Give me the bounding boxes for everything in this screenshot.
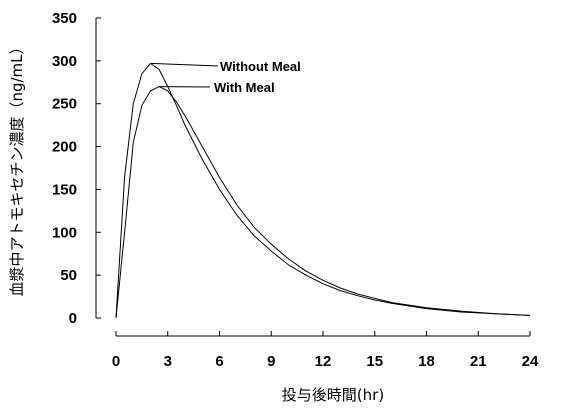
x-tick-label: 24 — [522, 353, 539, 370]
y-tick-label: 0 — [69, 310, 77, 327]
x-axis: 0 3 6 9 12 15 18 21 24 — [112, 331, 539, 370]
annotations: Without Meal With Meal — [150, 59, 301, 95]
series-lines — [115, 62, 531, 319]
series-line-without-meal — [115, 62, 531, 319]
y-tick-label: 150 — [52, 181, 77, 198]
x-tick-label: 21 — [470, 353, 487, 370]
x-tick-label: 9 — [267, 353, 275, 370]
y-axis: 0 50 100 150 200 250 300 350 — [52, 10, 101, 327]
x-tick-label: 18 — [418, 353, 435, 370]
x-tick-label: 0 — [112, 353, 120, 370]
x-tick-label: 6 — [215, 353, 223, 370]
y-tick-label: 200 — [52, 139, 77, 156]
y-tick-label: 100 — [52, 224, 77, 241]
x-tick-label: 15 — [366, 353, 383, 370]
annotation-leader-line — [150, 62, 219, 67]
annotation-label-without-meal: Without Meal — [220, 59, 301, 74]
annotation-label-with-meal: With Meal — [214, 80, 275, 95]
y-tick-label: 50 — [60, 267, 77, 284]
x-axis-title: 投与後時間(hr) — [282, 386, 384, 404]
y-tick-label: 300 — [52, 53, 77, 70]
x-tick-label: 3 — [164, 353, 172, 370]
y-tick-label: 250 — [52, 96, 77, 113]
x-tick-label: 12 — [315, 353, 332, 370]
series-line-with-meal — [115, 86, 531, 319]
y-tick-label: 350 — [52, 10, 77, 27]
y-axis-title: 血漿中アトモキセチン濃度（ng/mL） — [8, 39, 26, 296]
